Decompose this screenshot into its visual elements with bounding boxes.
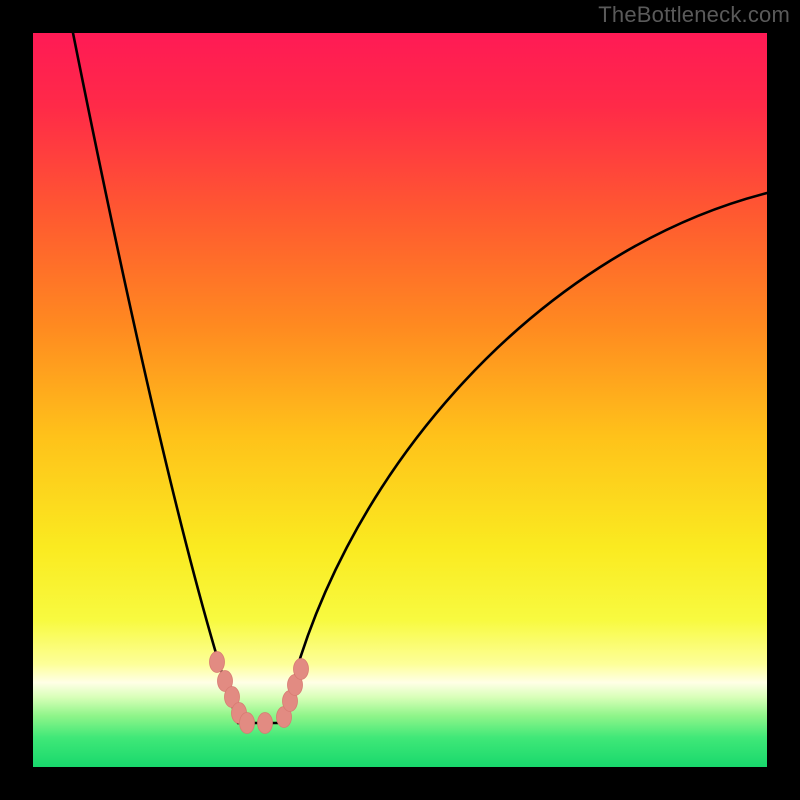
chart-container: TheBottleneck.com [0,0,800,800]
bottleneck-chart-svg [33,33,767,767]
data-marker [210,652,225,673]
data-marker [240,713,255,734]
data-marker [294,659,309,680]
plot-area [33,33,767,767]
gradient-background [33,33,767,767]
data-marker [258,713,273,734]
watermark-text: TheBottleneck.com [598,2,790,28]
